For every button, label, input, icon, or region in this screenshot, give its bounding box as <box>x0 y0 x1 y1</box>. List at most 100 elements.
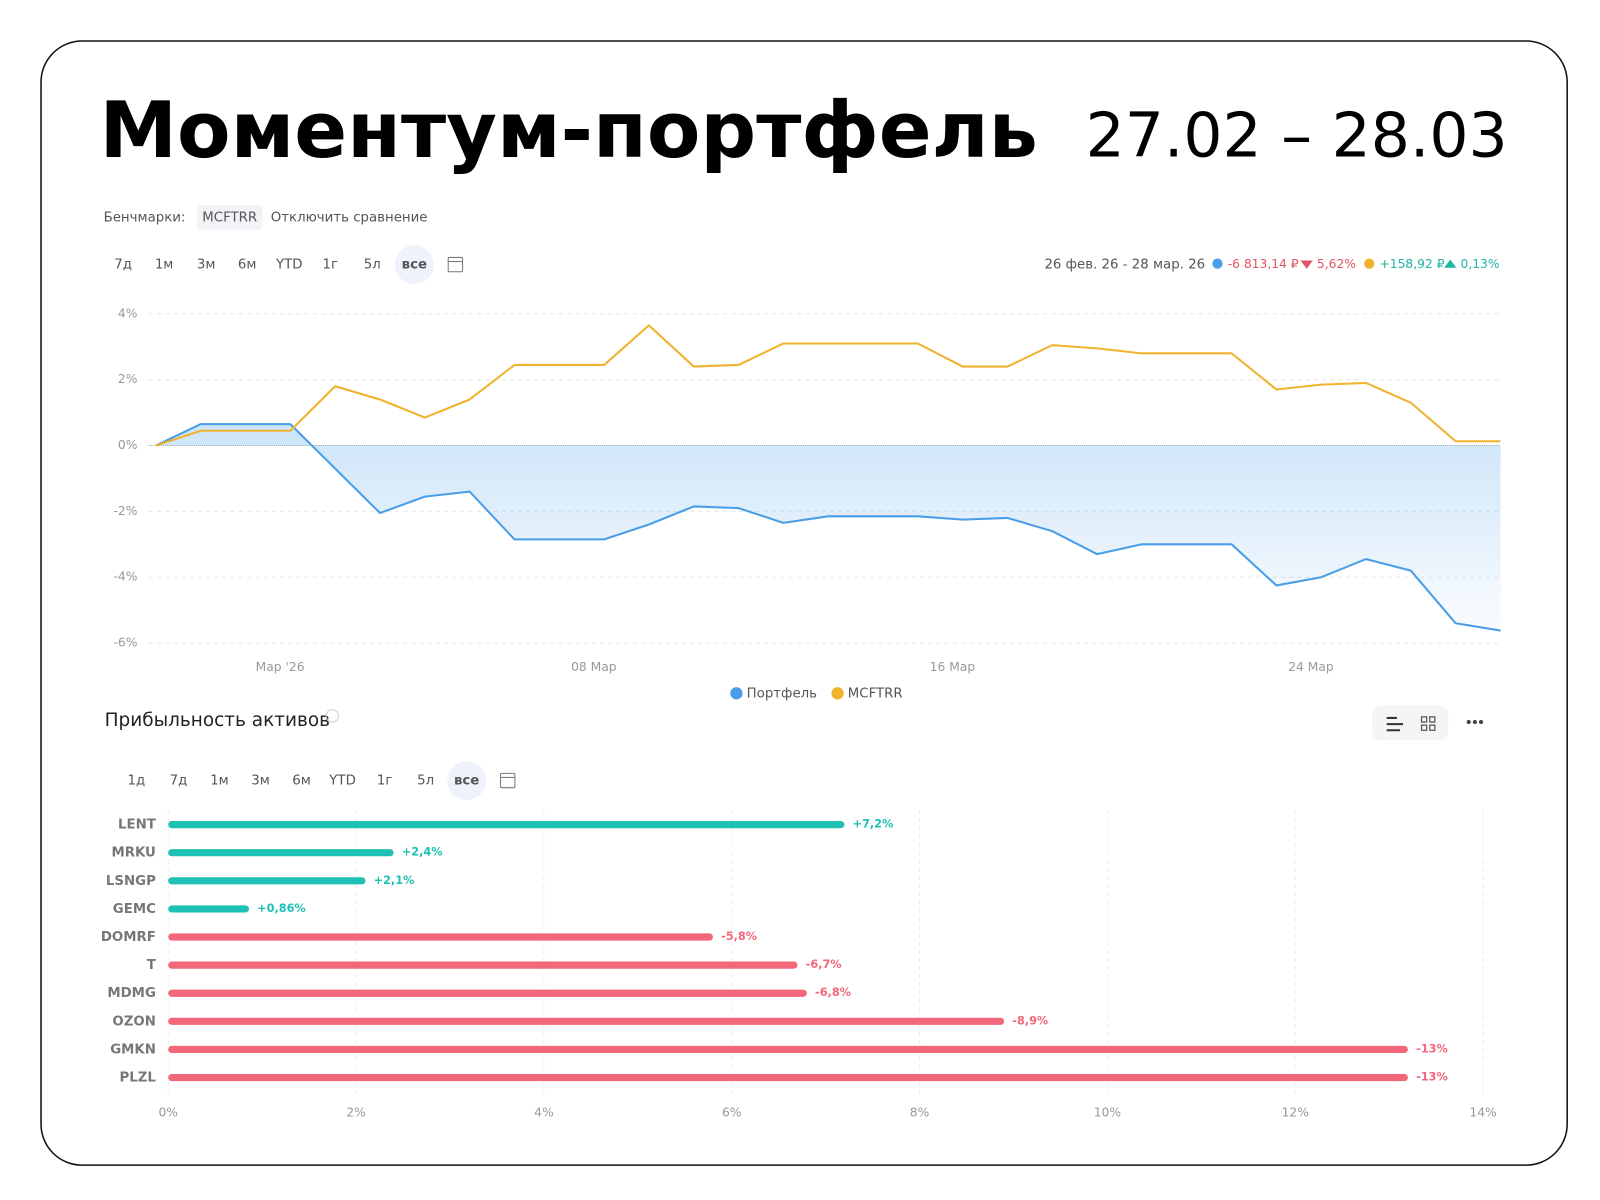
x-tick-label: 10% <box>1094 1105 1121 1119</box>
category-label: GMKN <box>110 1042 156 1057</box>
category-label: OZON <box>112 1014 155 1029</box>
y-tick-label: 2% <box>118 372 138 386</box>
help-icon[interactable] <box>325 709 339 723</box>
category-label: GEMC <box>113 902 156 917</box>
card <box>40 40 1568 1166</box>
series-line <box>155 423 1501 632</box>
badge-bg[interactable] <box>196 205 263 230</box>
category-label: DOMRF <box>101 930 156 945</box>
benchmark-badge[interactable]: MCFTRR <box>202 210 257 225</box>
bar <box>168 1017 1005 1025</box>
period-active-bg[interactable] <box>447 761 487 800</box>
bar <box>168 1045 1408 1054</box>
period-button[interactable]: 5л <box>364 258 381 273</box>
period-button[interactable]: YTD <box>275 258 303 273</box>
x-tick-label: 14% <box>1469 1105 1496 1119</box>
benchmarks-label: Бенчмарки: <box>104 210 186 225</box>
legend-dot[interactable] <box>831 687 844 700</box>
period-button[interactable]: 1д <box>128 774 146 789</box>
legend-label[interactable]: Портфель <box>747 686 818 701</box>
calendar-icon[interactable] <box>499 772 516 789</box>
legend-dot[interactable] <box>730 687 743 700</box>
summary-range: 26 фев. 26 - 28 мар. 26 <box>1044 258 1205 273</box>
x-tick-label: 6% <box>722 1105 742 1119</box>
legend-label[interactable]: MCFTRR <box>848 686 903 701</box>
value-label: +2,4% <box>402 846 443 859</box>
x-tick-label: 24 Мар <box>1288 660 1334 674</box>
period-button[interactable]: 1г <box>377 774 392 789</box>
portfolio-value: -6 813,14 ₽ <box>1228 257 1299 271</box>
page-title: Моментум-портфель <box>99 86 1037 176</box>
period-button[interactable]: все <box>454 774 479 789</box>
value-label: +2,1% <box>374 874 415 887</box>
period-button[interactable]: 7д <box>170 774 188 789</box>
y-tick-label: 4% <box>118 306 138 320</box>
x-tick-label: 12% <box>1282 1105 1309 1119</box>
period-button[interactable]: 3м <box>251 774 270 789</box>
period-button[interactable]: 7д <box>114 258 132 273</box>
view-toggle[interactable] <box>1372 705 1449 741</box>
list-icon[interactable] <box>1386 716 1404 732</box>
value-label: -13% <box>1416 1042 1448 1055</box>
summary-dot <box>1364 258 1375 269</box>
grid-icon[interactable] <box>1420 716 1436 731</box>
up-icon <box>1444 259 1457 268</box>
bar <box>168 1073 1408 1082</box>
period-title: 27.02 – 28.03 <box>1086 100 1508 172</box>
period-button[interactable]: 6м <box>292 774 311 789</box>
x-tick-label: 4% <box>534 1105 554 1119</box>
bar <box>168 933 713 941</box>
disable-compare[interactable]: Отключить сравнение <box>271 210 428 225</box>
bar <box>168 877 366 885</box>
y-tick-label: -6% <box>113 636 137 650</box>
value-label: -5,8% <box>721 930 757 943</box>
period-button[interactable]: 1м <box>210 774 229 789</box>
value-label: -13% <box>1416 1071 1448 1084</box>
bar <box>168 961 798 969</box>
benchmark-value: +158,92 ₽ <box>1379 257 1444 271</box>
y-tick-label: 0% <box>118 438 138 452</box>
period-button[interactable]: все <box>402 258 427 273</box>
y-tick-label: -4% <box>113 570 137 584</box>
y-tick-label: -2% <box>113 504 137 518</box>
x-tick-label: 08 Мар <box>571 660 617 674</box>
x-tick-label: 16 Мар <box>930 660 976 674</box>
summary-dot <box>1212 258 1223 269</box>
x-tick-label: Мар '26 <box>256 660 305 674</box>
down-icon <box>1300 260 1313 269</box>
period-button[interactable]: 3м <box>197 258 216 273</box>
value-label: +0,86% <box>257 902 306 915</box>
value-label: +7,2% <box>853 818 894 831</box>
x-tick-label: 2% <box>346 1105 366 1119</box>
x-tick-label: 0% <box>158 1105 178 1119</box>
category-label: T <box>147 958 157 973</box>
category-label: LENT <box>118 818 157 833</box>
category-label: MRKU <box>111 846 155 861</box>
area <box>155 424 1501 631</box>
assets-title: Прибыльность активов <box>105 710 330 731</box>
period-button[interactable]: 5л <box>417 774 434 789</box>
category-label: LSNGP <box>106 874 156 889</box>
value-label: -6,8% <box>815 986 851 999</box>
bar <box>168 821 845 829</box>
more-icon[interactable] <box>1466 720 1484 725</box>
portfolio-change: 5,62% <box>1317 257 1356 271</box>
period-button[interactable]: YTD <box>328 774 356 789</box>
bar <box>168 905 249 913</box>
bar <box>168 849 394 857</box>
category-label: MDMG <box>107 986 156 1001</box>
period-button[interactable]: 1м <box>155 258 174 273</box>
value-label: -6,7% <box>806 958 842 971</box>
x-tick-label: 8% <box>910 1105 930 1119</box>
category-label: PLZL <box>119 1071 156 1086</box>
bar <box>168 989 807 997</box>
value-label: -8,9% <box>1012 1014 1048 1027</box>
period-button[interactable]: 6м <box>238 258 257 273</box>
benchmark-change: 0,13% <box>1461 257 1500 271</box>
period-active-bg[interactable] <box>394 245 434 285</box>
calendar-icon[interactable] <box>447 256 464 273</box>
series-line <box>155 324 1501 447</box>
period-button[interactable]: 1г <box>323 258 338 273</box>
